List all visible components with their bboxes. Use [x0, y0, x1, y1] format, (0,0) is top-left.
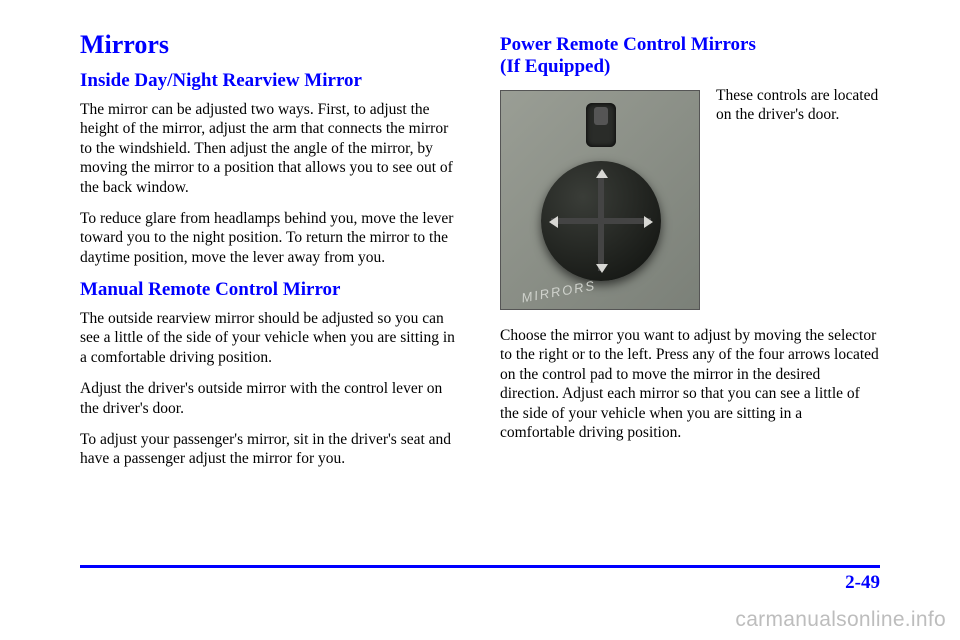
subheading-inside-mirror: Inside Day/Night Rearview Mirror — [80, 70, 460, 92]
manual-page: Mirrors Inside Day/Night Rearview Mirror… — [0, 0, 960, 640]
right-column: Power Remote Control Mirrors (If Equippe… — [500, 30, 880, 481]
image-with-caption: MIRRORS These controls are located on th… — [500, 86, 880, 318]
left-column: Mirrors Inside Day/Night Rearview Mirror… — [80, 30, 460, 481]
arrow-up-icon — [596, 169, 608, 178]
body-paragraph: Choose the mirror you want to adjust by … — [500, 326, 880, 442]
subheading-manual-mirror: Manual Remote Control Mirror — [80, 279, 460, 301]
footer-rule — [80, 565, 880, 568]
page-number: 2-49 — [80, 572, 880, 594]
arrow-right-icon — [644, 216, 653, 228]
section-title: Mirrors — [80, 30, 460, 60]
two-column-layout: Mirrors Inside Day/Night Rearview Mirror… — [80, 30, 880, 481]
mirror-control-photo: MIRRORS — [500, 90, 700, 310]
subheading-power-mirror: Power Remote Control Mirrors (If Equippe… — [500, 34, 880, 78]
arrow-left-icon — [549, 216, 558, 228]
body-paragraph: Adjust the driver's outside mirror with … — [80, 379, 460, 418]
heading-line: Power Remote Control Mirrors — [500, 34, 756, 55]
body-paragraph: To adjust your passenger's mirror, sit i… — [80, 430, 460, 469]
watermark-text: carmanualsonline.info — [735, 608, 946, 632]
photo-label: MIRRORS — [520, 278, 597, 306]
control-pad-icon — [541, 161, 661, 281]
heading-line: (If Equipped) — [500, 56, 610, 77]
body-paragraph: The outside rearview mirror should be ad… — [80, 309, 460, 367]
selector-switch-icon — [586, 103, 616, 147]
page-footer: 2-49 — [80, 565, 880, 594]
body-paragraph: To reduce glare from headlamps behind yo… — [80, 209, 460, 267]
body-paragraph: The mirror can be adjusted two ways. Fir… — [80, 100, 460, 197]
arrow-down-icon — [596, 264, 608, 273]
